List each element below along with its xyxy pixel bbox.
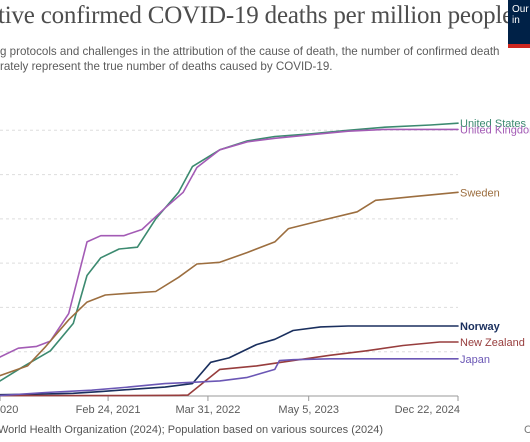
series-label[interactable]: New Zealand: [460, 337, 525, 349]
series-line-japan[interactable]: [0, 358, 459, 397]
series-label[interactable]: United States: [460, 118, 527, 130]
series-label[interactable]: Norway: [460, 321, 501, 333]
gridlines: [0, 129, 458, 397]
series-line-united-states[interactable]: [0, 122, 459, 382]
series-lines: [0, 122, 459, 397]
chart-subtitle: g protocols and challenges in the attrib…: [0, 44, 500, 74]
source-note: World Health Organization (2024); Popula…: [0, 424, 384, 436]
logo-line-1: Our: [512, 4, 529, 15]
x-tick-label: May 5, 2023: [278, 404, 339, 416]
subtitle-line-1: g protocols and challenges in the attrib…: [0, 45, 500, 58]
series-label[interactable]: United Kingdom: [460, 124, 530, 136]
chart-title: tive confirmed COVID-19 deaths per milli…: [0, 2, 514, 29]
series-line-new-zealand[interactable]: [0, 341, 459, 397]
footer-mark: C: [524, 424, 530, 436]
series-label[interactable]: Sweden: [460, 187, 500, 199]
subtitle-line-2: rately represent the true number of deat…: [0, 60, 333, 73]
series-line-united-kingdom[interactable]: [0, 128, 459, 358]
series-line-sweden[interactable]: [0, 191, 459, 377]
x-tick-label: Dec 22, 2024: [395, 404, 460, 416]
series-line-norway[interactable]: [0, 325, 459, 396]
logo-line-2: in: [512, 15, 520, 26]
x-tick-label: Mar 31, 2022: [176, 404, 241, 416]
x-axis: 020 Feb 24, 2021 Mar 31, 2022 May 5, 2023 De…: [0, 396, 460, 416]
x-tick-label: Feb 24, 2021: [76, 404, 141, 416]
x-tick-label: 020: [0, 404, 18, 416]
owid-logo[interactable]: Our in: [508, 0, 530, 48]
series-label[interactable]: Japan: [460, 354, 490, 366]
